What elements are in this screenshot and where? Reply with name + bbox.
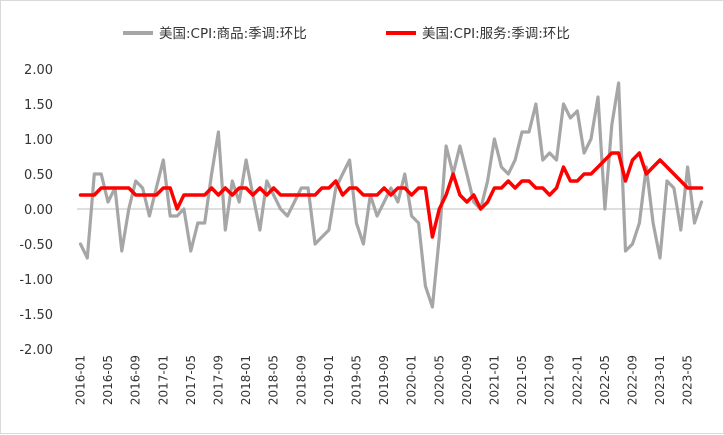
y-tick-label: 0.50 — [24, 168, 53, 183]
x-tick-label: 2023-05 — [681, 355, 695, 405]
x-tick-label: 2017-05 — [184, 355, 198, 405]
x-tick-label: 2017-09 — [211, 355, 225, 405]
x-axis: 2016-01 2016-05 2016-09 2017-01 2017-05 2017-… — [73, 208, 698, 405]
y-tick-label: -2.00 — [19, 343, 53, 358]
x-tick-label: 2019-01 — [322, 355, 336, 405]
y-axis: 2.00 1.50 1.00 0.50 0.00 -0.50 -1.00 -1.50 -2.00 — [19, 63, 53, 358]
x-tick-label: 2016-09 — [129, 355, 143, 405]
y-tick-label: -1.50 — [19, 308, 53, 323]
x-tick-label: 2022-09 — [625, 355, 639, 405]
x-tick-label: 2020-01 — [405, 355, 419, 405]
x-tick-label: 2020-09 — [460, 355, 474, 405]
x-tick-label: 2018-05 — [267, 355, 281, 405]
legend: 美国:CPI:商品:季调:环比 美国:CPI:服务:季调:环比 — [123, 26, 570, 42]
y-tick-label: 1.00 — [24, 133, 53, 148]
x-tick-label: 2018-09 — [294, 355, 308, 405]
legend-label-services: 美国:CPI:服务:季调:环比 — [422, 26, 570, 42]
series-line-goods — [78, 81, 704, 309]
x-tick-label: 2016-01 — [73, 355, 87, 405]
y-tick-label: -0.50 — [19, 238, 53, 253]
x-tick-label: 2019-09 — [377, 355, 391, 405]
x-tick-label: 2020-05 — [432, 355, 446, 405]
x-tick-label: 2018-01 — [239, 355, 253, 405]
y-tick-label: 1.50 — [24, 98, 53, 113]
x-tick-label: 2022-01 — [570, 355, 584, 405]
x-tick-label: 2021-05 — [515, 355, 529, 405]
x-tick-label: 2019-05 — [349, 355, 363, 405]
series-layer — [78, 81, 704, 309]
x-tick-label: 2021-09 — [543, 355, 557, 405]
y-tick-label: 2.00 — [24, 63, 53, 78]
y-tick-label: -1.00 — [19, 273, 53, 288]
x-tick-label: 2021-01 — [487, 355, 501, 405]
x-tick-label: 2016-05 — [101, 355, 115, 405]
x-tick-label: 2022-05 — [598, 355, 612, 405]
y-tick-label: 0.00 — [24, 203, 53, 218]
x-tick-label: 2017-01 — [156, 355, 170, 405]
legend-label-goods: 美国:CPI:商品:季调:环比 — [159, 26, 307, 42]
series-line-services — [78, 151, 704, 239]
x-tick-label: 2023-01 — [653, 355, 667, 405]
